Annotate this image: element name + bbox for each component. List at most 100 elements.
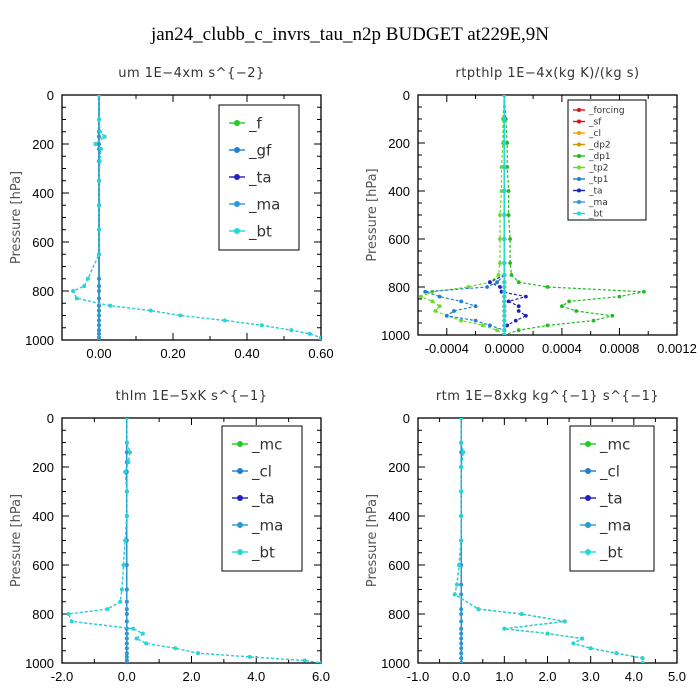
data-point <box>97 328 101 333</box>
data-point <box>124 607 129 611</box>
data-point <box>545 631 550 636</box>
x-tick-label: -2.0 <box>51 669 73 684</box>
data-point <box>459 607 464 611</box>
legend-label: _bt <box>588 210 603 220</box>
data-point <box>461 450 466 455</box>
data-point <box>98 129 102 134</box>
y-tick-label: 0 <box>403 88 410 103</box>
data-point <box>502 141 507 145</box>
data-point <box>173 646 178 651</box>
data-point <box>141 631 145 636</box>
y-tick-label: 1000 <box>381 328 410 343</box>
panel-1: um 1E−4xm s^{−2} Pressure [hPa] 0 200 400 600… <box>9 66 334 361</box>
data-point <box>124 631 129 636</box>
legend-label: _bt <box>251 543 275 562</box>
series-line-bt <box>72 95 321 340</box>
data-point <box>513 318 518 323</box>
data-point <box>97 323 101 328</box>
legend-label: _ma <box>588 198 608 208</box>
panel-title: rtm 1E−8xkg kg^{−1} s^{−1} <box>436 389 659 404</box>
data-point <box>459 489 464 494</box>
data-point <box>502 213 507 217</box>
data-point <box>499 289 504 294</box>
legend-marker <box>237 468 243 474</box>
legend: _mc _cl _ta _ma _bt <box>221 425 303 572</box>
data-point <box>123 538 127 543</box>
y-tick-label: 800 <box>32 607 54 622</box>
legend-marker <box>234 147 240 153</box>
legend: _forcing _sf_cl _dp2_dp1 _tp2_tp1 _ta_ma _bt <box>567 99 647 221</box>
data-point <box>545 323 550 328</box>
data-point <box>430 299 435 304</box>
data-point <box>505 141 510 145</box>
data-point <box>308 332 312 336</box>
y-tick-label: 800 <box>388 280 410 295</box>
y-tick-label: 1000 <box>25 656 54 671</box>
data-point <box>459 661 464 663</box>
legend-marker <box>237 495 243 501</box>
panel-4: rtm 1E−8xkg kg^{−1} s^{−1} Pressure [hPa]… <box>365 389 686 684</box>
data-point <box>495 280 499 285</box>
legend-label: _gf <box>248 141 272 160</box>
data-point <box>105 607 110 611</box>
data-point <box>97 227 101 232</box>
x-tick-label: 0.0 <box>118 669 136 684</box>
data-point <box>121 563 126 567</box>
data-point <box>66 612 71 616</box>
data-point <box>502 189 507 193</box>
data-point <box>502 328 507 333</box>
data-point <box>124 418 129 420</box>
data-point <box>97 284 101 288</box>
data-point <box>459 318 464 323</box>
data-point <box>614 651 619 656</box>
series-line-tp2 <box>419 95 505 335</box>
legend-marker <box>577 108 581 112</box>
data-point <box>124 636 129 641</box>
legend-label: _tp1 <box>588 175 608 185</box>
data-point <box>524 294 528 299</box>
data-point <box>640 656 645 660</box>
legend-label: _ma <box>251 516 283 535</box>
data-point <box>319 661 321 663</box>
y-tick-label: 0 <box>47 88 54 103</box>
data-point <box>222 318 227 323</box>
data-point <box>118 599 123 604</box>
data-point <box>506 189 511 193</box>
data-point <box>124 612 129 616</box>
data-point <box>502 318 507 323</box>
legend: _f _gf _ta _ma _bt <box>218 104 300 251</box>
data-point <box>502 289 507 294</box>
data-point <box>516 309 521 313</box>
series-line-tp1 <box>425 95 505 335</box>
legend-marker <box>234 201 240 207</box>
data-point <box>459 440 464 445</box>
legend-label: _sf <box>588 118 602 128</box>
legend-label: _mc <box>599 435 630 454</box>
data-point <box>485 285 489 289</box>
data-point <box>560 304 564 309</box>
legend-marker <box>234 174 240 180</box>
y-tick-label: 200 <box>32 460 54 475</box>
legend-label: _ma <box>599 516 631 535</box>
x-tick-label: 0.0012 <box>657 341 697 356</box>
data-point <box>124 651 129 656</box>
data-point <box>433 309 438 313</box>
data-point <box>459 418 464 420</box>
data-point <box>516 328 521 333</box>
y-axis-label: Pressure [hPa] <box>365 494 380 587</box>
x-tick-label: 4.0 <box>247 669 265 684</box>
data-point <box>508 261 512 265</box>
data-point <box>571 641 576 646</box>
legend-marker <box>237 549 243 555</box>
data-point <box>516 304 521 309</box>
series-group <box>452 418 645 663</box>
x-tick-label: 3.0 <box>582 669 600 684</box>
legend-marker <box>577 119 581 124</box>
data-point <box>452 592 457 597</box>
legend-marker <box>577 177 581 181</box>
legend-label: _forcing <box>588 106 625 116</box>
y-tick-label: 0 <box>47 411 54 426</box>
data-point <box>498 261 502 265</box>
legend-marker <box>577 188 581 193</box>
data-point <box>124 489 129 494</box>
